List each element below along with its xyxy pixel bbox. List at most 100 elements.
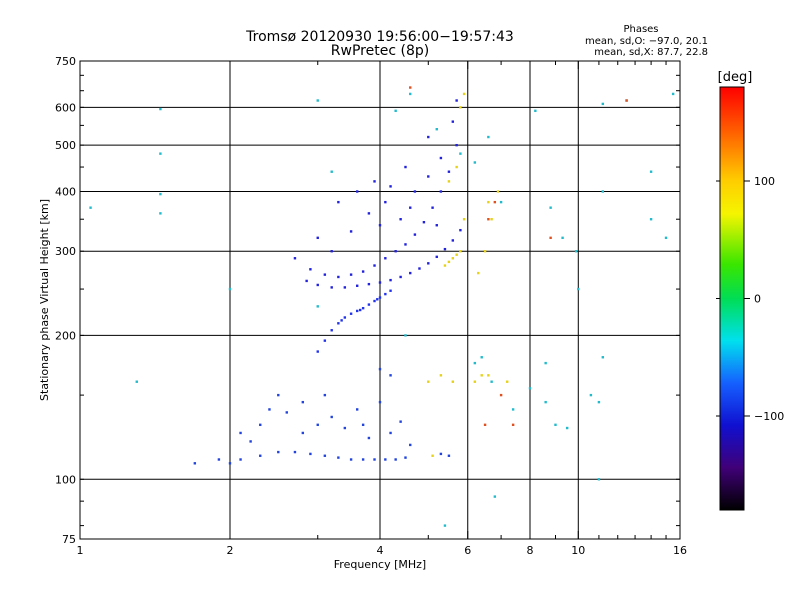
y-tick-label: 750 [55, 55, 76, 68]
data-point [330, 170, 333, 173]
data-point [409, 206, 412, 209]
chart-subtitle: RwPretec (8p) [331, 43, 429, 59]
data-point [337, 322, 340, 325]
data-point [427, 380, 430, 383]
data-point [159, 192, 162, 196]
data-point [435, 255, 438, 259]
data-point [301, 400, 305, 404]
data-point [361, 458, 365, 461]
data-point [477, 271, 480, 275]
grid [80, 61, 680, 539]
data-point [447, 170, 451, 173]
data-point [394, 250, 397, 253]
data-point [493, 495, 497, 498]
data-point [384, 292, 387, 296]
phase-box-line2: mean, sd,X: 87.7, 22.8 [594, 47, 708, 58]
data-point [427, 262, 430, 265]
data-point [439, 156, 443, 160]
data-point [574, 250, 578, 253]
data-point [394, 109, 397, 113]
data-point [343, 316, 347, 319]
data-point [427, 175, 430, 178]
data-point [378, 367, 382, 371]
data-point [305, 279, 308, 283]
data-point [589, 393, 593, 397]
y-tick-label: 300 [55, 245, 76, 258]
y-tick-label: 75 [62, 533, 76, 546]
data-point [378, 281, 382, 284]
data-point [349, 273, 353, 276]
data-point [367, 436, 371, 440]
data-point [239, 458, 242, 461]
data-point [565, 426, 569, 430]
data-point [459, 250, 462, 253]
data-point [358, 308, 362, 312]
data-point [649, 170, 653, 173]
y-tick-label: 100 [55, 473, 76, 486]
data-point [367, 212, 371, 215]
data-point [549, 236, 552, 240]
data-point [249, 440, 252, 443]
data-point [389, 185, 392, 188]
chart-title: Tromsø 20120930 19:56:00−19:57:43 [245, 29, 514, 45]
data-point [373, 180, 376, 183]
data-point [268, 408, 271, 411]
data-point [159, 212, 162, 215]
data-point [373, 264, 376, 267]
data-point [293, 257, 297, 260]
data-point [376, 298, 379, 301]
data-point [671, 92, 675, 96]
data-point [316, 350, 319, 353]
data-point [399, 275, 402, 279]
data-point [544, 361, 547, 365]
data-point [625, 99, 628, 102]
y-tick-label: 400 [55, 185, 76, 198]
data-point [349, 458, 353, 461]
data-point [285, 411, 288, 414]
data-point [399, 420, 402, 423]
data-point [435, 127, 438, 131]
data-point [439, 190, 443, 193]
data-point [361, 306, 365, 310]
x-tick-label: 2 [227, 544, 234, 557]
y-tick-label: 200 [55, 329, 76, 342]
data-point [496, 190, 500, 193]
data-point [259, 423, 262, 427]
data-point [309, 268, 312, 271]
data-point [349, 230, 353, 233]
data-point [159, 152, 162, 155]
data-point [451, 239, 455, 242]
data-point [316, 283, 319, 287]
data-point [277, 450, 280, 454]
data-point [447, 260, 451, 264]
data-point [439, 452, 443, 456]
data-point [355, 190, 359, 193]
colorbar-tick-label: −100 [754, 410, 784, 423]
data-point [135, 380, 138, 383]
data-point [577, 287, 580, 291]
data-point [455, 165, 458, 169]
data-point [487, 135, 490, 139]
data-point [409, 443, 412, 447]
data-point [601, 102, 605, 106]
data-point [228, 462, 232, 465]
data-point [316, 423, 319, 427]
data-point [462, 218, 466, 221]
phase-box-title: Phases [623, 24, 658, 35]
data-point [601, 356, 605, 359]
data-point [293, 450, 297, 454]
data-point [511, 408, 515, 411]
data-point [404, 334, 407, 337]
data-point [409, 86, 412, 89]
data-point [404, 456, 407, 459]
data-point [378, 400, 382, 404]
data-point [597, 478, 601, 481]
data-point [89, 206, 92, 209]
data-point [355, 284, 359, 287]
data-point [664, 236, 668, 240]
data-point [384, 257, 387, 260]
data-point [493, 200, 497, 204]
x-tick-label: 6 [464, 544, 471, 557]
data-point [561, 236, 564, 240]
